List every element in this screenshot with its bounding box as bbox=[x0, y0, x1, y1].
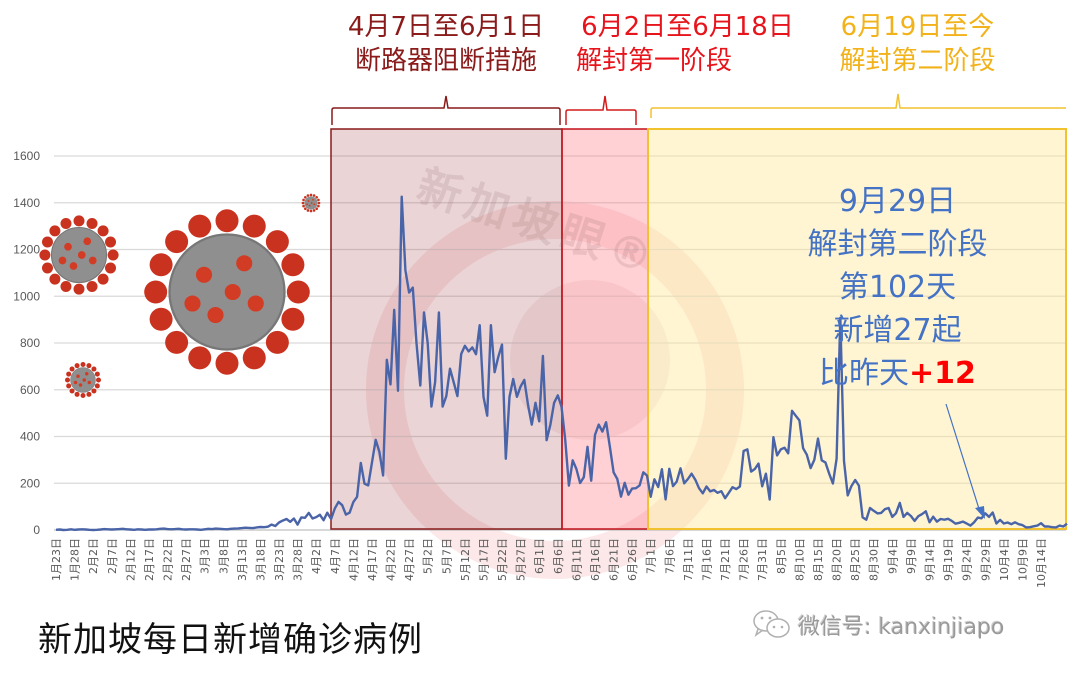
svg-text:3月13日: 3月13日 bbox=[236, 538, 249, 581]
svg-text:7月16日: 7月16日 bbox=[701, 538, 714, 581]
svg-text:4月2日: 4月2日 bbox=[310, 538, 323, 574]
svg-text:200: 200 bbox=[20, 476, 40, 490]
svg-text:9月19日: 9月19日 bbox=[942, 538, 955, 581]
annotation-phase: 解封第二阶段 bbox=[807, 227, 988, 262]
svg-text:5月22日: 5月22日 bbox=[496, 538, 509, 581]
phase-3-region bbox=[647, 128, 1067, 530]
svg-text:400: 400 bbox=[20, 430, 40, 444]
svg-text:2月17日: 2月17日 bbox=[143, 538, 156, 581]
svg-text:5月17日: 5月17日 bbox=[478, 538, 491, 581]
phase-3-date-range: 6月19日至今 bbox=[840, 12, 995, 42]
phase-1-name: 断路器阻断措施 bbox=[354, 46, 537, 76]
svg-text:1200: 1200 bbox=[13, 243, 40, 257]
annotation-delta-prefix: 比昨天 bbox=[819, 356, 910, 391]
svg-text:800: 800 bbox=[20, 336, 40, 350]
svg-text:1月28日: 1月28日 bbox=[69, 538, 82, 581]
svg-text:2月7日: 2月7日 bbox=[106, 538, 119, 574]
svg-text:6月6日: 6月6日 bbox=[552, 538, 565, 574]
svg-text:7月31日: 7月31日 bbox=[756, 538, 769, 581]
svg-text:600: 600 bbox=[20, 383, 40, 397]
svg-text:6月16日: 6月16日 bbox=[589, 538, 602, 581]
phase-1-bracket bbox=[331, 95, 561, 125]
svg-text:7月21日: 7月21日 bbox=[719, 538, 732, 581]
phase-2-date-range: 6月2日至6月18日 bbox=[581, 12, 794, 42]
phase-3-name: 解封第二阶段 bbox=[839, 46, 996, 76]
svg-text:1600: 1600 bbox=[13, 149, 40, 163]
svg-text:6月26日: 6月26日 bbox=[626, 538, 639, 581]
x-axis-ticks: 1月23日 1月28日 2月2日 2月7日 2月12日 2月17日 2月22日 2月27日 3月… bbox=[50, 538, 1048, 588]
svg-text:7月6日: 7月6日 bbox=[663, 538, 676, 574]
svg-text:8月10日: 8月10日 bbox=[793, 538, 806, 581]
wechat-id: 微信号: kanxinjiapo bbox=[752, 609, 1004, 641]
svg-text:4月22日: 4月22日 bbox=[385, 538, 398, 581]
annotation-arrow bbox=[945, 403, 985, 519]
svg-text:3月28日: 3月28日 bbox=[292, 538, 305, 581]
svg-text:0: 0 bbox=[33, 523, 40, 537]
svg-text:4月27日: 4月27日 bbox=[403, 538, 416, 581]
phase-2-title: 6月2日至6月18日 解封第一阶段 bbox=[570, 10, 805, 78]
svg-text:10月9日: 10月9日 bbox=[1016, 538, 1029, 581]
svg-text:10月4日: 10月4日 bbox=[998, 538, 1011, 581]
svg-text:6月21日: 6月21日 bbox=[608, 538, 621, 581]
svg-text:8月25日: 8月25日 bbox=[849, 538, 862, 581]
daily-cases-line bbox=[55, 195, 1068, 532]
svg-text:1400: 1400 bbox=[13, 196, 40, 210]
svg-text:2月2日: 2月2日 bbox=[87, 538, 100, 574]
svg-text:6月11日: 6月11日 bbox=[570, 538, 583, 581]
phase-1-title: 4月7日至6月1日 断路器阻断措施 bbox=[330, 10, 562, 78]
svg-text:5月7日: 5月7日 bbox=[440, 538, 453, 574]
svg-text:8月20日: 8月20日 bbox=[831, 538, 844, 581]
svg-text:8月5日: 8月5日 bbox=[775, 538, 788, 574]
svg-text:3月18日: 3月18日 bbox=[254, 538, 267, 581]
chart-caption: 新加坡每日新增确诊病例 bbox=[38, 620, 423, 660]
svg-text:8月30日: 8月30日 bbox=[868, 538, 881, 581]
svg-text:7月1日: 7月1日 bbox=[645, 538, 658, 574]
svg-text:8月15日: 8月15日 bbox=[812, 538, 825, 581]
phase-1-date-range: 4月7日至6月1日 bbox=[347, 12, 545, 42]
svg-text:1000: 1000 bbox=[13, 289, 40, 303]
phase-3-bracket bbox=[650, 93, 1066, 118]
annotation-new-cases: 新增27起 bbox=[833, 313, 962, 348]
svg-text:9月4日: 9月4日 bbox=[886, 538, 899, 574]
wechat-icon bbox=[753, 610, 790, 638]
phase-3-title: 6月19日至今 解封第二阶段 bbox=[820, 10, 1015, 78]
phase-2-region bbox=[561, 128, 649, 530]
annotation-date: 9月29日 bbox=[838, 184, 957, 219]
svg-text:4月12日: 4月12日 bbox=[347, 538, 360, 581]
svg-text:3月8日: 3月8日 bbox=[217, 538, 230, 574]
annotation-delta-value: +12 bbox=[909, 356, 976, 391]
svg-text:9月9日: 9月9日 bbox=[905, 538, 918, 574]
wechat-label: 微信号: kanxinjiapo bbox=[798, 615, 1005, 640]
svg-text:4月17日: 4月17日 bbox=[366, 538, 379, 581]
svg-text:5月12日: 5月12日 bbox=[459, 538, 472, 581]
svg-text:2月22日: 2月22日 bbox=[162, 538, 175, 581]
svg-text:6月1日: 6月1日 bbox=[533, 538, 546, 574]
phase-2-bracket bbox=[565, 95, 637, 125]
svg-text:7月11日: 7月11日 bbox=[682, 538, 695, 581]
svg-text:9月29日: 9月29日 bbox=[979, 538, 992, 581]
svg-text:3月3日: 3月3日 bbox=[199, 538, 212, 574]
svg-text:3月23日: 3月23日 bbox=[273, 538, 286, 581]
svg-text:5月2日: 5月2日 bbox=[422, 538, 435, 574]
phase-2-name: 解封第一阶段 bbox=[576, 46, 733, 76]
coronavirus-icon bbox=[39, 193, 321, 398]
svg-text:9月14日: 9月14日 bbox=[924, 538, 937, 581]
svg-text:9月24日: 9月24日 bbox=[961, 538, 974, 581]
svg-text:5月27日: 5月27日 bbox=[515, 538, 528, 581]
annotation-day-count: 第102天 bbox=[838, 270, 957, 305]
y-axis-ticks: 0 200 400 600 800 1000 1200 1400 1600 bbox=[13, 149, 40, 537]
svg-text:10月14日: 10月14日 bbox=[1035, 538, 1048, 588]
svg-text:1月23日: 1月23日 bbox=[50, 538, 63, 581]
phase-1-region bbox=[330, 128, 563, 530]
svg-text:2月27日: 2月27日 bbox=[180, 538, 193, 581]
annotation-box: 9月29日 解封第二阶段 第102天 新增27起 比昨天+12 bbox=[770, 180, 1025, 395]
svg-text:7月26日: 7月26日 bbox=[738, 538, 751, 581]
svg-text:4月7日: 4月7日 bbox=[329, 538, 342, 574]
annotation-delta-row: 比昨天+12 bbox=[770, 352, 1025, 395]
svg-text:2月12日: 2月12日 bbox=[124, 538, 137, 581]
